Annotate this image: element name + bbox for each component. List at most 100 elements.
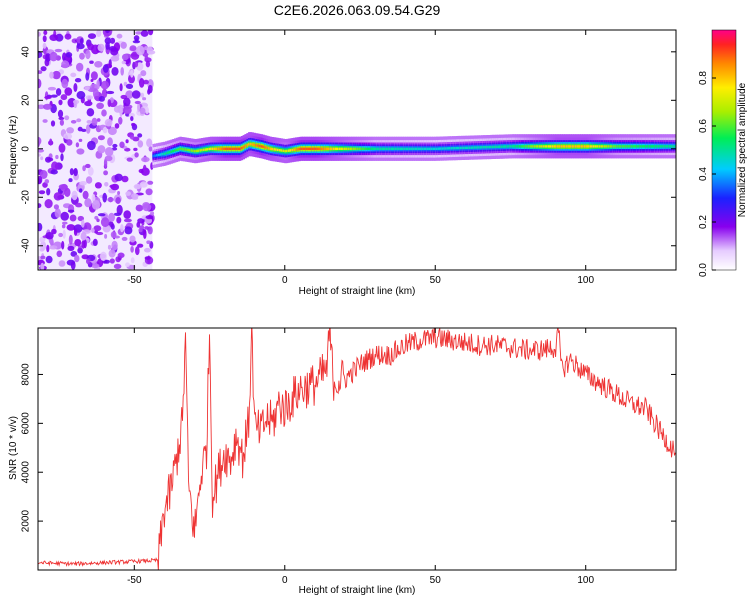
spectrogram-cell [594, 145, 598, 148]
spectrogram-cell [513, 145, 516, 148]
y-tick-label: 2000 [21, 510, 32, 533]
x-tick-label: 0 [282, 275, 288, 286]
noise-speck [85, 72, 90, 81]
noise-speck [94, 61, 103, 68]
noise-speck [40, 262, 45, 270]
noise-speck [123, 97, 131, 107]
noise-speck [145, 106, 150, 114]
noise-speck [45, 53, 51, 62]
spectrogram-cell [267, 147, 271, 150]
noise-speck [114, 173, 123, 182]
noise-speck [146, 138, 153, 148]
noise-speck [98, 96, 106, 102]
spectrogram-cell [607, 145, 610, 148]
spectrogram-cell [473, 146, 477, 149]
spectrogram-cell [414, 147, 417, 150]
noise-speck [55, 88, 62, 96]
spectrogram-cell [166, 151, 170, 154]
spectrogram-cell [450, 147, 453, 150]
spectrogram-cell [381, 147, 385, 150]
spectrogram-cell [416, 147, 419, 150]
x-tick-label: 100 [577, 275, 594, 286]
noise-speck [104, 118, 113, 127]
spectrogram-cell [211, 147, 215, 150]
spectrogram-cell [152, 154, 155, 158]
noise-speck [92, 238, 98, 246]
spectrogram-cell [497, 145, 500, 148]
noise-speck [57, 109, 64, 118]
spectrogram-cell [665, 145, 668, 148]
spectrogram-cell [578, 145, 581, 148]
spectrogram-cell [632, 145, 636, 148]
noise-speck [38, 104, 45, 110]
spectrogram-cell [540, 145, 543, 148]
spectrogram-cell [286, 149, 289, 153]
spectrogram-cell [542, 145, 545, 148]
spectrogram-cell [399, 147, 403, 150]
noise-speck [145, 188, 153, 196]
spectrogram-cell [674, 145, 676, 148]
noise-speck [42, 35, 47, 43]
spectrogram-cell [504, 145, 507, 148]
spectrogram-cell [260, 145, 264, 148]
noise-speck [107, 126, 117, 136]
spectrogram-cell [316, 147, 320, 150]
spectrogram-cell [488, 145, 491, 149]
spectrogram-cell [311, 147, 314, 150]
spectrogram-cell [432, 147, 435, 150]
noise-speck [116, 216, 122, 224]
snr-panel: -50 0 50 100 2000 4000 6000 8000 Height of str… [8, 327, 677, 596]
spectrogram-cell [331, 147, 334, 150]
spectrogram-cell [224, 147, 227, 150]
spectrogram-cell [482, 146, 486, 149]
noise-speck [148, 146, 153, 152]
spectrogram-cell [657, 145, 661, 148]
spectrogram-cell [453, 147, 457, 150]
noise-speck [101, 109, 107, 117]
noise-speck [134, 152, 139, 158]
spectrogram-cell [298, 147, 301, 151]
spectrogram-cell [549, 145, 552, 148]
noise-speck [100, 251, 107, 261]
spectrogram-cell [652, 145, 655, 148]
spectrogram-cell [587, 145, 590, 148]
noise-speck [116, 204, 123, 215]
spectrogram-cell [340, 147, 343, 150]
spectrogram-cell [481, 146, 484, 149]
noise-speck [71, 190, 78, 201]
noise-speck [120, 67, 124, 76]
noise-speck [139, 107, 146, 115]
colorbar-ticks: 0.0 0.2 0.4 0.6 0.8 [698, 71, 716, 277]
spectrogram-cell [639, 145, 643, 148]
spectrogram-cell [376, 147, 379, 150]
spectrogram-cell [271, 147, 274, 151]
noise-speck [40, 255, 46, 260]
spectrogram-cell [204, 148, 208, 151]
spectrogram-cell [336, 147, 339, 150]
spectrogram-cell [623, 145, 626, 148]
noise-speck [108, 249, 116, 258]
spectrogram-cell [654, 145, 657, 148]
spectrogram-cell [255, 144, 258, 147]
spectrogram-cell [394, 147, 397, 150]
noise-speck [107, 137, 113, 147]
spectrogram-cell [661, 145, 664, 148]
spectrogram-cell [322, 147, 325, 150]
noise-speck [130, 246, 134, 253]
noise-speck [126, 157, 133, 162]
spectrogram-cell [334, 147, 338, 150]
noise-speck [119, 83, 123, 92]
spectrogram-cell [419, 147, 422, 150]
spectrogram-cell [284, 149, 287, 153]
spectrogram-cell [668, 145, 672, 148]
noise-speck [100, 80, 110, 90]
noise-speck [121, 236, 128, 241]
noise-speck [81, 219, 85, 228]
noise-speck [146, 240, 151, 244]
noise-speck [74, 78, 82, 83]
spectrogram-cell [278, 149, 282, 152]
noise-speck [102, 192, 107, 203]
spectrogram-cell [390, 147, 394, 150]
spectrogram-cell [520, 145, 524, 148]
spectrogram-cell [293, 148, 296, 151]
